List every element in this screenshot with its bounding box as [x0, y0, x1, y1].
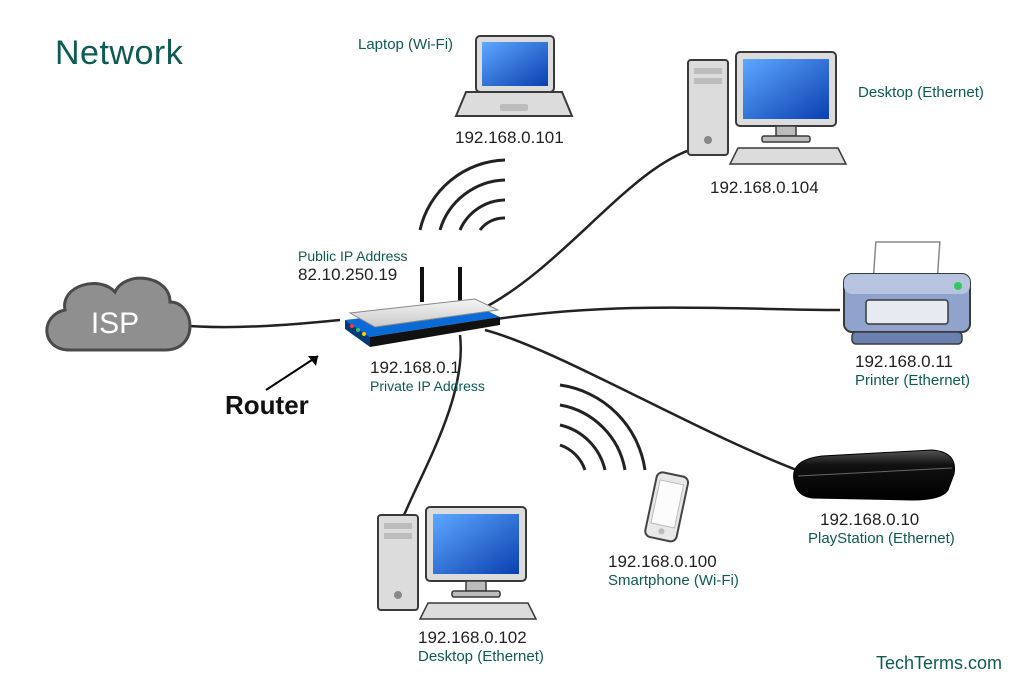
desktop1-icon	[680, 40, 850, 170]
isp-label: ISP	[91, 307, 139, 340]
desktop2-ip: 192.168.0.102	[418, 628, 527, 648]
public-ip-caption: Public IP Address	[298, 248, 407, 264]
router-name-label: Router	[225, 390, 309, 421]
laptop-icon	[448, 30, 578, 130]
playstation-ip: 192.168.0.10	[820, 510, 919, 530]
smartphone-icon	[642, 470, 692, 550]
desktop1-ip: 192.168.0.104	[710, 178, 819, 198]
router-arrow-icon	[256, 350, 336, 395]
wifi-waves-phone	[545, 380, 665, 480]
cable-router-printer	[490, 308, 840, 321]
playstation-label: PlayStation (Ethernet)	[808, 530, 955, 547]
wifi-waves-laptop	[410, 150, 540, 240]
private-ip-value: 192.168.0.1	[370, 358, 460, 378]
smartphone-label: Smartphone (Wi-Fi)	[608, 572, 739, 589]
isp-cloud-icon: ISP	[30, 260, 200, 375]
desktop1-label: Desktop (Ethernet)	[858, 84, 984, 101]
watermark: TechTerms.com	[876, 653, 1002, 674]
printer-icon	[832, 240, 982, 360]
laptop-label: Laptop (Wi-Fi)	[358, 36, 453, 53]
private-ip-caption: Private IP Address	[370, 378, 485, 394]
network-diagram: Network ISP	[0, 0, 1024, 688]
printer-ip: 192.168.0.11	[855, 352, 953, 372]
laptop-ip: 192.168.0.101	[455, 128, 564, 148]
printer-label: Printer (Ethernet)	[855, 372, 970, 389]
desktop2-label: Desktop (Ethernet)	[418, 648, 544, 665]
playstation-icon	[782, 440, 962, 510]
desktop2-icon	[370, 495, 540, 625]
smartphone-ip: 192.168.0.100	[608, 552, 717, 572]
public-ip-value: 82.10.250.19	[298, 265, 397, 285]
